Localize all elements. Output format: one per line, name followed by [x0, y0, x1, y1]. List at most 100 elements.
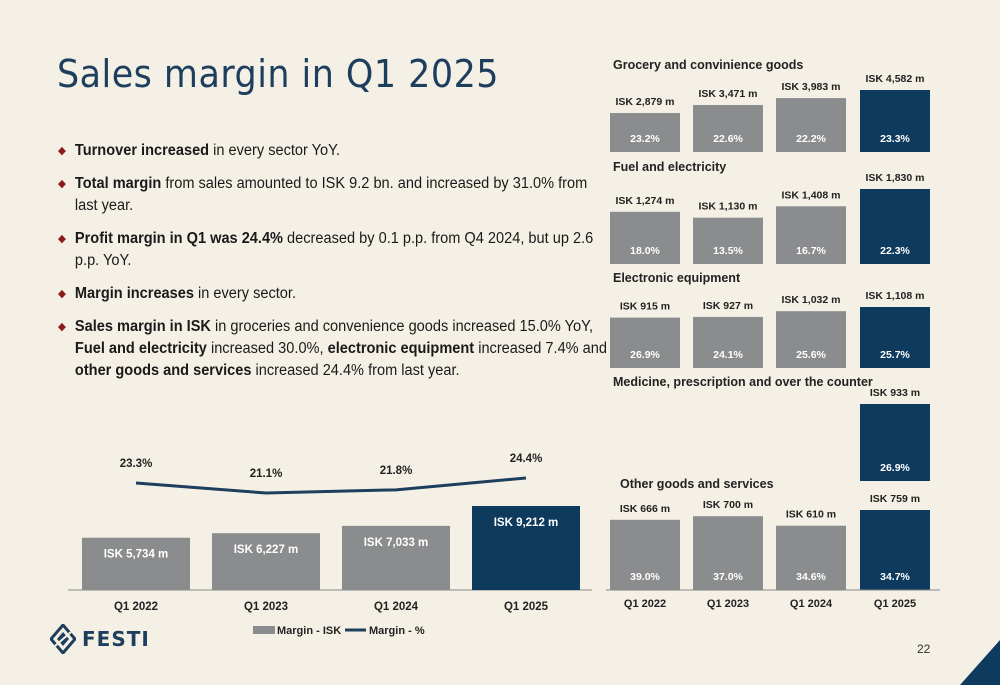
sector-value-label: ISK 1,032 m: [782, 294, 841, 306]
sector-chart-title: Grocery and convinience goods: [613, 58, 803, 72]
sector-pct-label: 25.7%: [880, 349, 910, 361]
sector-value-label: ISK 1,408 m: [782, 189, 841, 201]
sector-bar: [860, 307, 930, 368]
bar-value-label: ISK 6,227 m: [234, 544, 299, 556]
sector-bar: [693, 105, 763, 152]
sector-bar: [693, 316, 763, 368]
margin-isk-bar: [82, 537, 190, 590]
x-tick-label: Q1 2024: [790, 598, 833, 610]
festi-logo: FESTI: [50, 624, 150, 654]
sector-pct-label: 22.3%: [880, 245, 910, 257]
bullet-text: increased 30.0%,: [206, 340, 328, 357]
sector-value-label: ISK 666 m: [620, 503, 670, 515]
bullet-bold-text: Profit margin in Q1 was 24.4%: [74, 230, 284, 247]
bullet-text: in groceries and convenience goods incre…: [210, 318, 594, 335]
bullet-item: ◆ Sales margin in ISK in groceries and co…: [58, 316, 611, 382]
bullet-bold-text: Sales margin in ISK: [74, 318, 211, 335]
bar-value-label: ISK 9,212 m: [494, 517, 559, 529]
sector-pct-label: 25.6%: [796, 349, 826, 361]
x-tick-label: Q1 2024: [374, 601, 419, 613]
bullet-marker-icon: ◆: [58, 321, 66, 333]
x-tick-label: Q1 2022: [624, 598, 666, 610]
bullet-text: in every sector YoY.: [209, 142, 341, 159]
sector-value-label: ISK 4,582 m: [866, 73, 925, 85]
sector-chart-title: Electronic equipment: [613, 271, 741, 285]
sector-pct-label: 37.0%: [713, 571, 743, 583]
sector-bar: [860, 189, 930, 264]
line-value-label: 23.3%: [120, 458, 153, 470]
sector-charts: Grocery and convinience goods ISK 2,879 m…: [606, 58, 940, 610]
line-value-label: 21.8%: [380, 465, 413, 477]
sector-chart-title: Medicine, prescription and over the coun…: [613, 375, 873, 389]
page-number: 22: [917, 642, 931, 656]
sector-value-label: ISK 1,830 m: [866, 172, 925, 184]
sector-bar: [860, 404, 930, 481]
sector-value-label: ISK 927 m: [703, 300, 753, 312]
sector-bar: [693, 217, 763, 264]
sector-pct-label: 24.1%: [713, 349, 743, 361]
sector-chart-title: Fuel and electricity: [613, 160, 726, 174]
sector-pct-label: 26.9%: [630, 349, 660, 361]
sector-bar: [776, 98, 846, 152]
bullet-bold-text: Margin increases: [74, 285, 194, 302]
sector-bar: [693, 516, 763, 590]
bullet-text: in every sector.: [193, 285, 297, 302]
sector-pct-label: 22.6%: [713, 133, 743, 145]
sector-value-label: ISK 700 m: [703, 499, 753, 511]
margin-isk-bar: [212, 533, 320, 590]
margin-isk-bar: [472, 506, 580, 590]
margin-pct-line: [135, 476, 527, 495]
page-title: Sales margin in Q1 2025: [57, 52, 499, 96]
bullet-item: ◆ Total margin from sales amounted to ISK…: [58, 173, 611, 217]
bullet-marker-icon: ◆: [58, 288, 66, 300]
bullet-item: ◆ Margin increases in every sector.: [58, 283, 611, 305]
legend-label: Margin - %: [369, 625, 425, 637]
legend-label: Margin - ISK: [277, 625, 341, 637]
sector-chart-title: Other goods and services: [620, 477, 774, 491]
festi-logo-icon: [50, 624, 76, 654]
sector-bar: [610, 211, 680, 264]
x-tick-label: Q1 2023: [244, 601, 288, 613]
bullet-bold-text: Fuel and electricity: [74, 340, 207, 357]
sector-pct-label: 34.7%: [880, 571, 910, 583]
bullet-bold-text: other goods and services: [74, 362, 252, 379]
sector-value-label: ISK 2,879 m: [616, 96, 675, 108]
sector-pct-label: 16.7%: [796, 245, 826, 257]
x-tick-label: Q1 2025: [874, 598, 916, 610]
bullet-marker-icon: ◆: [58, 178, 66, 190]
bullet-bold-text: Total margin: [74, 175, 162, 192]
bullet-text: from sales amounted to ISK 9.2 bn. and i…: [74, 175, 588, 214]
x-tick-label: Q1 2023: [707, 598, 749, 610]
sector-pct-label: 39.0%: [630, 571, 660, 583]
legend-swatch-bar: [253, 626, 275, 634]
sector-value-label: ISK 3,983 m: [782, 81, 841, 93]
bullet-marker-icon: ◆: [58, 145, 66, 157]
x-tick-label: Q1 2022: [114, 601, 158, 613]
sector-pct-label: 13.5%: [713, 245, 743, 257]
bullet-item: ◆ Turnover increased in every sector YoY.: [58, 140, 611, 162]
sector-value-label: ISK 1,130 m: [699, 201, 758, 213]
x-tick-label: Q1 2025: [504, 601, 549, 613]
sector-value-label: ISK 3,471 m: [699, 88, 758, 100]
sector-pct-label: 18.0%: [630, 245, 660, 257]
line-value-label: 21.1%: [250, 468, 283, 480]
sector-bar: [860, 510, 930, 590]
main-chart: ISK 5,734 m Q1 2022 ISK 6,227 m Q1 2023 ISK …: [68, 453, 592, 637]
sector-bar: [610, 113, 680, 152]
sector-bar: [776, 206, 846, 264]
sector-value-label: ISK 933 m: [870, 387, 920, 399]
bullet-marker-icon: ◆: [58, 233, 66, 245]
sector-bar: [860, 90, 930, 152]
sector-pct-label: 23.2%: [630, 133, 660, 145]
corner-decoration: [960, 640, 1000, 685]
sector-bar: [776, 525, 846, 590]
bullet-list: ◆ Turnover increased in every sector YoY.…: [58, 140, 618, 393]
bar-value-label: ISK 5,734 m: [104, 549, 169, 561]
line-value-label: 24.4%: [510, 453, 543, 465]
bullet-text: increased 24.4% from last year.: [251, 362, 460, 379]
sector-bar: [610, 317, 680, 368]
logo-text: FESTI: [82, 627, 150, 651]
margin-isk-bar: [342, 525, 450, 590]
bullet-text: decreased by 0.1 p.p. from Q4 2024, but …: [74, 230, 594, 269]
bullet-item: ◆ Profit margin in Q1 was 24.4% decreased…: [58, 228, 611, 272]
